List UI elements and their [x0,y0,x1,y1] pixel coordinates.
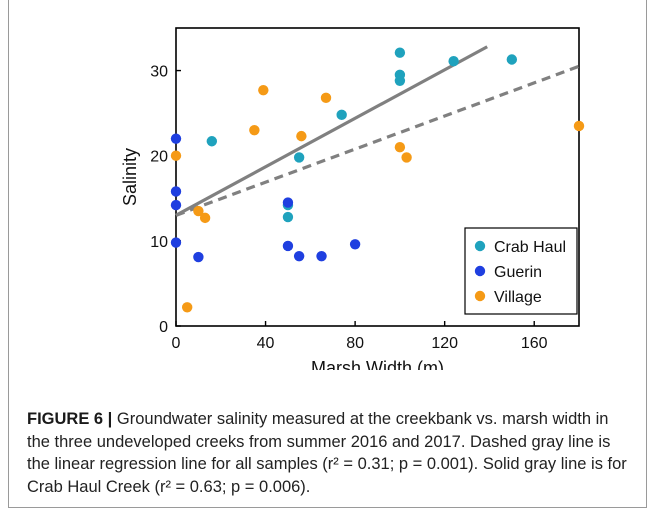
data-point-crab-haul [394,75,406,86]
y-tick-label: 30 [150,64,168,81]
y-axis-label: Salinity [120,148,140,206]
data-point-guerin [282,240,294,252]
y-tick-label: 20 [150,149,168,166]
data-point-crab-haul [448,56,459,67]
x-tick-label: 40 [257,335,275,352]
caption-text: Groundwater salinity measured at the cre… [27,410,627,496]
x-tick-label: 160 [521,335,548,352]
data-point-crab-haul [293,152,305,163]
data-point-crab-haul [206,136,218,147]
data-point-guerin [293,250,305,262]
data-point-village [193,205,204,217]
data-point-crab-haul [506,54,518,65]
data-point-crab-haul [336,109,347,121]
data-point-guerin [193,251,204,263]
data-point-village [170,150,182,161]
regression-line-all [175,64,580,217]
data-point-guerin [170,199,182,211]
legend-marker-village [474,290,486,302]
x-tick-label: 0 [172,335,181,352]
data-point-village [573,120,585,132]
data-point-village [320,92,332,104]
data-point-village [249,124,260,136]
figure-caption: FIGURE 6 | Groundwater salinity measured… [27,408,627,498]
data-point-village [394,142,406,153]
regression-line-crab-haul [175,45,488,217]
y-tick-label: 0 [159,319,168,336]
data-point-guerin [282,197,294,208]
x-tick-label: 120 [431,335,458,352]
data-point-guerin [170,133,182,144]
legend-label-guerin: Guerin [494,264,542,281]
data-point-crab-haul [282,211,294,223]
plot-frame [175,27,580,327]
data-point-village [401,152,412,163]
x-tick-label: 80 [346,335,364,352]
data-point-village [181,302,193,313]
legend-marker-guerin [474,265,486,277]
data-point-village [296,130,307,142]
x-axis-label: Marsh Width (m) [311,358,444,370]
data-point-village [199,212,211,224]
legend-label-crab-haul: Crab Haul [494,239,566,256]
data-point-guerin [170,237,182,248]
data-point-village [258,84,269,96]
data-point-guerin [316,250,327,262]
scatter-chart: 0 40 80 120 160 0 10 20 30 Marsh Width (m) Salinit… [120,27,585,370]
y-tick-label: 10 [150,234,168,251]
legend-label-village: Village [494,289,542,306]
data-point-guerin [170,186,182,197]
data-point-crab-haul [394,47,406,58]
plot-area: 0 40 80 120 160 0 10 20 30 Marsh Width (m) Salinit… [120,27,585,370]
data-point-guerin [349,239,361,250]
legend-marker-crab-haul [474,240,486,252]
caption-label: FIGURE 6 | [27,410,113,428]
